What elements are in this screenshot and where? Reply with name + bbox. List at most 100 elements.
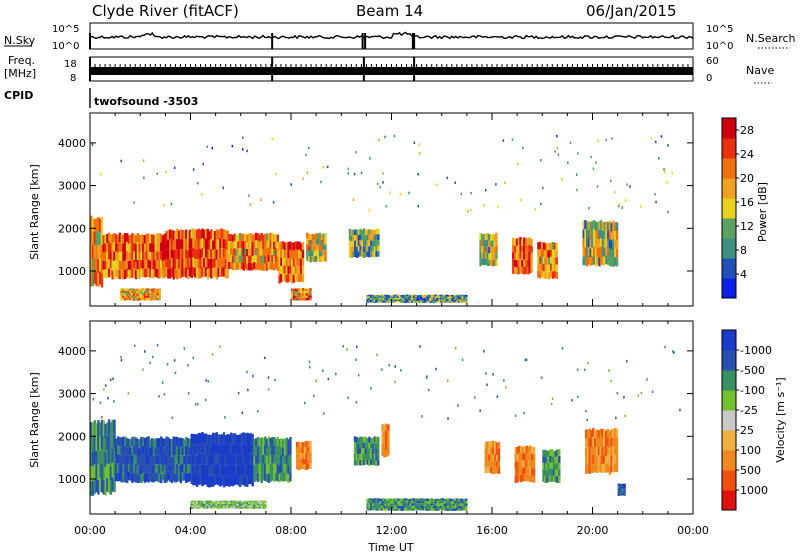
heatmap-cell (315, 379, 317, 383)
heatmap-cell (241, 411, 244, 414)
heatmap-cell (118, 446, 122, 455)
heatmap-cell (544, 456, 547, 463)
heatmap-cell (195, 444, 199, 456)
heatmap-cell (203, 433, 206, 444)
heatmap-cell (347, 396, 349, 399)
heatmap-cell (452, 503, 455, 506)
heatmap-cell (585, 465, 588, 475)
colorbar-tick-label: 4 (740, 268, 747, 281)
heatmap-cell (134, 473, 138, 483)
heatmap-cell (147, 259, 150, 269)
heatmap-cell (375, 498, 378, 501)
heatmap-cell (368, 251, 371, 258)
heatmap-cell (158, 473, 161, 483)
heatmap-cell (427, 508, 430, 511)
heatmap-cell (352, 198, 355, 202)
heatmap-cell (318, 232, 322, 239)
heatmap-cell (228, 505, 231, 507)
heatmap-cell (188, 464, 192, 473)
heatmap-cell (147, 454, 150, 465)
heatmap-cell (556, 134, 558, 138)
heatmap-cell (587, 361, 589, 365)
heatmap-cell (597, 438, 601, 447)
heatmap-cell (100, 434, 104, 449)
heatmap-cell (418, 299, 421, 302)
heatmap-cell (679, 408, 681, 412)
heatmap-cell (311, 244, 314, 251)
heatmap-cell (588, 428, 591, 438)
heatmap-cell (120, 288, 123, 291)
heatmap-cell (303, 447, 307, 453)
heatmap-cell (217, 248, 220, 259)
heatmap-cell (370, 448, 373, 455)
heatmap-cell (230, 502, 233, 504)
heatmap-cell (116, 252, 120, 262)
heatmap-cell (120, 446, 123, 456)
heatmap-cell (490, 441, 493, 448)
heatmap-cell (278, 241, 281, 251)
heatmap-cell (138, 293, 141, 296)
heatmap-cell (149, 295, 152, 299)
heatmap-cell (253, 507, 256, 509)
heatmap-cell (617, 483, 621, 486)
heatmap-cell (427, 298, 430, 300)
heatmap-cell (352, 245, 355, 252)
heatmap-cell (546, 257, 549, 265)
heatmap-cell (133, 234, 136, 243)
heatmap-cell (305, 293, 308, 296)
heatmap-cell (300, 258, 303, 267)
heatmap-cell (296, 298, 299, 301)
heatmap-cell (546, 250, 549, 258)
heatmap-cell (267, 254, 271, 262)
heatmap-cell (531, 453, 534, 461)
heatmap-cell (200, 193, 203, 196)
heatmap-cell (587, 229, 591, 239)
heatmap-cell (527, 467, 530, 475)
heatmap-cell (237, 248, 240, 256)
heatmap-cell (395, 297, 398, 300)
heatmap-cell (389, 294, 393, 297)
heatmap-cell (127, 438, 131, 447)
heatmap-cell (528, 251, 531, 260)
heatmap-cell (521, 453, 525, 461)
heatmap-cell (265, 233, 269, 241)
heatmap-cell (296, 452, 299, 459)
heatmap-cell (206, 476, 210, 487)
heatmap-cell (247, 263, 251, 271)
heatmap-cell (116, 235, 120, 244)
heatmap-cell (113, 242, 116, 252)
heatmap-cell (542, 249, 546, 257)
heatmap-cell (518, 459, 521, 467)
heatmap-cell (383, 437, 386, 445)
heatmap-cell (589, 248, 592, 258)
heatmap-cell (233, 505, 236, 508)
heatmap-cell (591, 221, 594, 230)
heatmap-cell (167, 454, 170, 464)
heatmap-cell (100, 273, 104, 288)
heatmap-cell (165, 231, 168, 241)
heatmap-cell (402, 294, 405, 297)
heatmap-cell (95, 423, 98, 438)
heatmap-cell (309, 293, 312, 296)
heatmap-cell (368, 246, 371, 252)
heatmap-cell (404, 298, 407, 300)
heatmap-cell (448, 498, 452, 501)
heatmap-cell (289, 273, 292, 282)
heatmap-cell (221, 257, 224, 268)
heatmap-cell (131, 251, 134, 260)
heatmap-cell (283, 242, 287, 251)
heatmap-cell (122, 243, 125, 253)
heatmap-cell (440, 296, 443, 298)
heatmap-cell (629, 185, 631, 188)
heatmap-cell (303, 295, 307, 299)
heatmap-cell (441, 505, 445, 508)
heatmap-cell (201, 503, 204, 506)
heatmap-cell (219, 228, 222, 239)
heatmap-cell (423, 498, 427, 502)
heatmap-cell (324, 250, 327, 256)
heatmap-cell (151, 269, 154, 279)
heatmap-cell (382, 172, 384, 175)
heatmap-cell (122, 288, 125, 291)
heatmap-cell (601, 464, 604, 473)
heatmap-cell (101, 415, 103, 419)
